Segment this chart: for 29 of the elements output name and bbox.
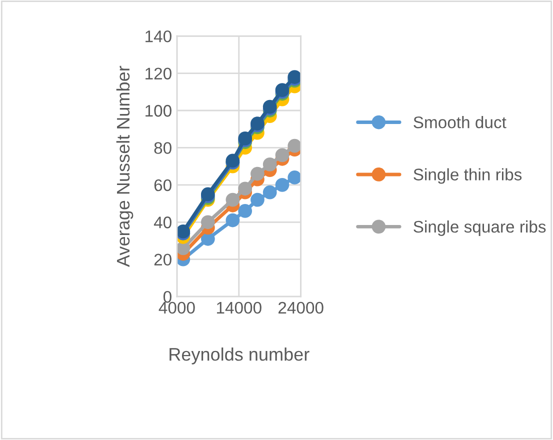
- x-axis-title: Reynolds number: [170, 348, 310, 364]
- point: [288, 138, 301, 153]
- point: [238, 182, 252, 196]
- legend-label: Smooth duct: [414, 116, 506, 128]
- point: [250, 166, 264, 181]
- y-tick-label: 140: [146, 30, 172, 42]
- y-tick-label: 120: [146, 68, 172, 80]
- x-tick-label: 24000: [278, 302, 324, 314]
- x-tick-label: 4000: [158, 302, 195, 314]
- y-tick-label: 0: [163, 290, 172, 303]
- point: [226, 192, 240, 207]
- point: [275, 178, 290, 192]
- legend-label: Single square ribs: [414, 220, 546, 236]
- point: [226, 213, 240, 228]
- y-tick-label: 40: [154, 216, 172, 228]
- point: [275, 148, 290, 162]
- y-axis-title: Average Nusselt Number: [116, 66, 134, 267]
- y-tick-label: 60: [154, 179, 172, 192]
- point: [250, 192, 264, 207]
- point: [262, 185, 277, 200]
- legend-label: Single thin ribs: [414, 168, 522, 184]
- y-tick-label: 100: [146, 104, 172, 117]
- point: [262, 158, 277, 172]
- y-tick-label: 20: [154, 254, 172, 266]
- point: [200, 215, 215, 230]
- point: [238, 204, 252, 218]
- x-tick-label: 14000: [216, 302, 262, 314]
- point: [288, 170, 301, 184]
- y-tick-label: 80: [154, 142, 172, 154]
